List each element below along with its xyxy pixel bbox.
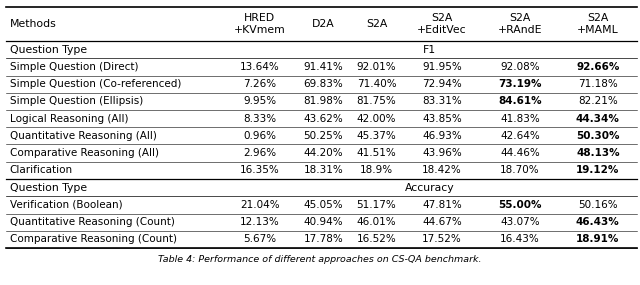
Text: 42.64%: 42.64%	[500, 131, 540, 141]
Text: 92.01%: 92.01%	[356, 62, 396, 72]
Text: 69.83%: 69.83%	[303, 79, 343, 89]
Text: D2A: D2A	[312, 19, 335, 29]
Text: Question Type: Question Type	[10, 183, 87, 193]
Text: Verification (Boolean): Verification (Boolean)	[10, 200, 122, 210]
Text: 45.05%: 45.05%	[303, 200, 343, 210]
Text: 40.94%: 40.94%	[303, 217, 343, 227]
Text: 46.01%: 46.01%	[356, 217, 396, 227]
Text: F1: F1	[423, 44, 436, 55]
Text: S2A: S2A	[366, 19, 387, 29]
Text: 48.13%: 48.13%	[576, 148, 620, 158]
Text: 16.35%: 16.35%	[240, 165, 280, 175]
Text: 7.26%: 7.26%	[243, 79, 276, 89]
Text: 41.51%: 41.51%	[356, 148, 396, 158]
Text: 21.04%: 21.04%	[240, 200, 280, 210]
Text: 91.41%: 91.41%	[303, 62, 343, 72]
Text: 50.16%: 50.16%	[578, 200, 618, 210]
Text: 43.96%: 43.96%	[422, 148, 462, 158]
Text: Simple Question (Co-referenced): Simple Question (Co-referenced)	[10, 79, 181, 89]
Text: Quantitative Reasoning (Count): Quantitative Reasoning (Count)	[10, 217, 175, 227]
Text: 42.00%: 42.00%	[356, 114, 396, 124]
Text: Simple Question (Direct): Simple Question (Direct)	[10, 62, 138, 72]
Text: 16.52%: 16.52%	[356, 234, 396, 244]
Text: 41.83%: 41.83%	[500, 114, 540, 124]
Text: S2A
+EditVec: S2A +EditVec	[417, 13, 467, 35]
Text: Question Type: Question Type	[10, 44, 87, 55]
Text: 73.19%: 73.19%	[498, 79, 541, 89]
Text: 8.33%: 8.33%	[243, 114, 276, 124]
Text: 44.46%: 44.46%	[500, 148, 540, 158]
Text: 18.42%: 18.42%	[422, 165, 462, 175]
Text: Comparative Reasoning (All): Comparative Reasoning (All)	[10, 148, 159, 158]
Text: Simple Question (Ellipsis): Simple Question (Ellipsis)	[10, 96, 143, 106]
Text: 83.31%: 83.31%	[422, 96, 462, 106]
Text: Logical Reasoning (All): Logical Reasoning (All)	[10, 114, 128, 124]
Text: Table 4: Performance of different approaches on CS-QA benchmark.: Table 4: Performance of different approa…	[158, 255, 482, 264]
Text: Accuracy: Accuracy	[405, 183, 454, 193]
Text: 13.64%: 13.64%	[240, 62, 280, 72]
Text: 17.78%: 17.78%	[303, 234, 343, 244]
Text: 19.12%: 19.12%	[576, 165, 620, 175]
Text: 47.81%: 47.81%	[422, 200, 462, 210]
Text: 44.67%: 44.67%	[422, 217, 462, 227]
Text: Clarification: Clarification	[10, 165, 73, 175]
Text: 18.31%: 18.31%	[303, 165, 343, 175]
Text: 43.85%: 43.85%	[422, 114, 462, 124]
Text: 43.62%: 43.62%	[303, 114, 343, 124]
Text: 9.95%: 9.95%	[243, 96, 276, 106]
Text: 18.70%: 18.70%	[500, 165, 540, 175]
Text: 16.43%: 16.43%	[500, 234, 540, 244]
Text: 51.17%: 51.17%	[356, 200, 396, 210]
Text: 71.18%: 71.18%	[578, 79, 618, 89]
Text: 43.07%: 43.07%	[500, 217, 540, 227]
Text: Comparative Reasoning (Count): Comparative Reasoning (Count)	[10, 234, 177, 244]
Text: 91.95%: 91.95%	[422, 62, 462, 72]
Text: S2A
+MAML: S2A +MAML	[577, 13, 619, 35]
Text: 50.30%: 50.30%	[576, 131, 620, 141]
Text: HRED
+KVmem: HRED +KVmem	[234, 13, 285, 35]
Text: 12.13%: 12.13%	[240, 217, 280, 227]
Text: 5.67%: 5.67%	[243, 234, 276, 244]
Text: 81.98%: 81.98%	[303, 96, 343, 106]
Text: Quantitative Reasoning (All): Quantitative Reasoning (All)	[10, 131, 156, 141]
Text: 2.96%: 2.96%	[243, 148, 276, 158]
Text: 81.75%: 81.75%	[356, 96, 396, 106]
Text: S2A
+RAndE: S2A +RAndE	[498, 13, 542, 35]
Text: 92.66%: 92.66%	[576, 62, 620, 72]
Text: 92.08%: 92.08%	[500, 62, 540, 72]
Text: 72.94%: 72.94%	[422, 79, 462, 89]
Text: 17.52%: 17.52%	[422, 234, 462, 244]
Text: 50.25%: 50.25%	[303, 131, 343, 141]
Text: 82.21%: 82.21%	[578, 96, 618, 106]
Text: 71.40%: 71.40%	[356, 79, 396, 89]
Text: 18.9%: 18.9%	[360, 165, 393, 175]
Text: 0.96%: 0.96%	[243, 131, 276, 141]
Text: 44.34%: 44.34%	[576, 114, 620, 124]
Text: 46.93%: 46.93%	[422, 131, 462, 141]
Text: 55.00%: 55.00%	[498, 200, 541, 210]
Text: Methods: Methods	[10, 19, 56, 29]
Text: 84.61%: 84.61%	[498, 96, 541, 106]
Text: 46.43%: 46.43%	[576, 217, 620, 227]
Text: 18.91%: 18.91%	[576, 234, 620, 244]
Text: 45.37%: 45.37%	[356, 131, 396, 141]
Text: 44.20%: 44.20%	[303, 148, 343, 158]
